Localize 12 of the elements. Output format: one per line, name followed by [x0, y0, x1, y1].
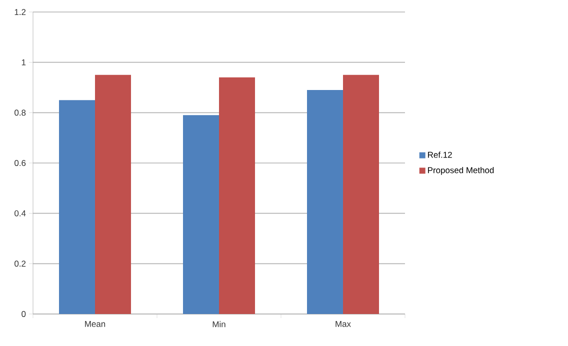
y-tick-label: 0	[22, 311, 26, 317]
legend-label: Ref.12	[428, 152, 452, 158]
y-tick-label: 1.2	[14, 9, 26, 15]
y-tick-label: 0.2	[14, 260, 26, 267]
y-tick-label: 0.6	[14, 160, 26, 166]
y-tick-label: 0.8	[14, 110, 26, 116]
y-tick-label: 1	[22, 59, 26, 66]
x-tick-label: Min	[212, 321, 226, 328]
x-tick-label: Mean	[85, 321, 106, 327]
y-tick-label: 0.4	[14, 210, 26, 216]
x-tick-label: Max	[336, 321, 351, 327]
legend-label: Proposed Method	[428, 166, 494, 175]
